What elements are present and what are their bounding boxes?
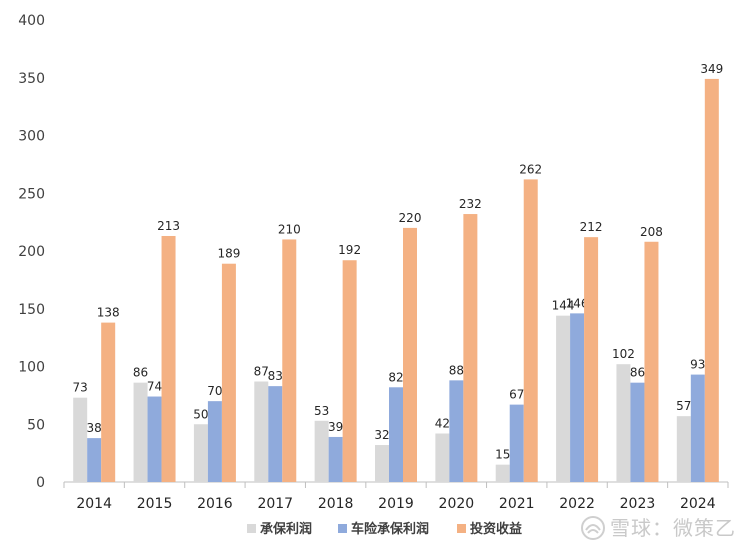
x-tick-label: 2023 bbox=[620, 496, 656, 512]
legend-swatch bbox=[247, 524, 256, 533]
data-label: 82 bbox=[388, 370, 403, 384]
data-label: 15 bbox=[495, 448, 510, 462]
data-label: 38 bbox=[87, 421, 102, 435]
bar-1 bbox=[676, 416, 691, 482]
watermark-text: 雪球：微策乙 bbox=[610, 516, 736, 540]
legend-label: 承保利润 bbox=[260, 521, 312, 537]
data-label: 50 bbox=[193, 407, 208, 421]
data-label: 192 bbox=[338, 243, 361, 257]
bar-1 bbox=[73, 397, 88, 482]
data-label: 86 bbox=[133, 366, 148, 380]
bar-1 bbox=[193, 424, 208, 482]
bar-1 bbox=[133, 382, 148, 482]
data-label: 83 bbox=[268, 369, 283, 383]
data-label: 138 bbox=[97, 306, 120, 320]
data-label: 32 bbox=[374, 428, 389, 442]
bar-2 bbox=[630, 382, 645, 482]
data-label: 67 bbox=[509, 388, 524, 402]
y-tick-label: 50 bbox=[27, 417, 45, 433]
data-label: 53 bbox=[314, 404, 329, 418]
data-label: 102 bbox=[612, 347, 635, 361]
legend-label: 投资收益 bbox=[470, 521, 522, 537]
bar-2 bbox=[449, 380, 464, 482]
y-tick-label: 250 bbox=[18, 186, 45, 202]
data-label: 349 bbox=[700, 62, 723, 76]
bar-3 bbox=[584, 237, 599, 482]
legend-swatch bbox=[457, 524, 466, 533]
bar-3 bbox=[704, 78, 719, 482]
x-tick-label: 2015 bbox=[137, 496, 173, 512]
y-tick-label: 300 bbox=[18, 129, 45, 145]
bar-2 bbox=[207, 401, 222, 482]
data-label: 39 bbox=[328, 420, 343, 434]
data-label: 93 bbox=[690, 358, 705, 372]
y-tick-label: 100 bbox=[18, 360, 45, 376]
bar-1 bbox=[254, 381, 269, 482]
data-label: 74 bbox=[147, 380, 162, 394]
x-tick-label: 2017 bbox=[257, 496, 293, 512]
data-label: 189 bbox=[217, 247, 240, 261]
y-tick-label: 400 bbox=[18, 13, 45, 29]
data-label: 88 bbox=[449, 363, 464, 377]
data-label: 208 bbox=[640, 225, 663, 239]
data-label: 220 bbox=[399, 211, 422, 225]
bar-2 bbox=[389, 387, 403, 482]
bar-1 bbox=[616, 364, 631, 482]
bar-3 bbox=[403, 227, 417, 482]
y-tick-label: 150 bbox=[18, 302, 45, 318]
x-tick-label: 2024 bbox=[680, 496, 716, 512]
data-label: 57 bbox=[676, 399, 691, 413]
data-label: 213 bbox=[157, 219, 180, 233]
x-tick-label: 2020 bbox=[439, 496, 475, 512]
data-label: 210 bbox=[278, 222, 301, 236]
data-label: 144 bbox=[552, 299, 575, 313]
bar-2 bbox=[268, 386, 283, 482]
x-tick-label: 2018 bbox=[318, 496, 354, 512]
bar-2 bbox=[87, 438, 102, 482]
bar-1 bbox=[435, 433, 450, 482]
bar-3 bbox=[161, 235, 176, 482]
bar-3 bbox=[101, 322, 116, 482]
legend-label: 车险承保利润 bbox=[351, 521, 429, 537]
x-tick-label: 2014 bbox=[76, 496, 112, 512]
data-label: 262 bbox=[519, 162, 542, 176]
bar-3 bbox=[282, 239, 297, 482]
bar-2 bbox=[570, 313, 585, 482]
bar-3 bbox=[221, 263, 236, 482]
bar-3 bbox=[523, 179, 538, 482]
bar-2 bbox=[328, 436, 343, 482]
bar-1 bbox=[314, 420, 329, 482]
watermark: 雪球：微策乙 bbox=[580, 512, 736, 541]
snowball-logo-icon bbox=[581, 516, 605, 540]
y-tick-label: 200 bbox=[18, 244, 45, 260]
bar-2 bbox=[509, 404, 524, 482]
bar-2 bbox=[690, 374, 705, 482]
data-label: 87 bbox=[254, 365, 269, 379]
data-label: 70 bbox=[207, 384, 222, 398]
x-tick-label: 2016 bbox=[197, 496, 233, 512]
y-tick-label: 0 bbox=[36, 475, 45, 491]
data-label: 42 bbox=[435, 416, 450, 430]
legend-swatch bbox=[338, 524, 347, 533]
x-tick-label: 2021 bbox=[499, 496, 535, 512]
bar-1 bbox=[556, 315, 571, 482]
data-label: 212 bbox=[580, 220, 603, 234]
bar-1 bbox=[375, 445, 389, 482]
data-label: 146 bbox=[566, 296, 589, 310]
x-tick-label: 2022 bbox=[559, 496, 595, 512]
bar-3 bbox=[342, 260, 357, 482]
data-label: 232 bbox=[459, 197, 482, 211]
data-label: 73 bbox=[73, 381, 88, 395]
bar-1 bbox=[495, 464, 510, 482]
data-label: 86 bbox=[630, 366, 645, 380]
bar-2 bbox=[147, 396, 162, 482]
x-tick-label: 2019 bbox=[378, 496, 414, 512]
bar-3 bbox=[463, 214, 478, 483]
bar-3 bbox=[644, 241, 659, 482]
y-tick-label: 350 bbox=[18, 71, 45, 87]
